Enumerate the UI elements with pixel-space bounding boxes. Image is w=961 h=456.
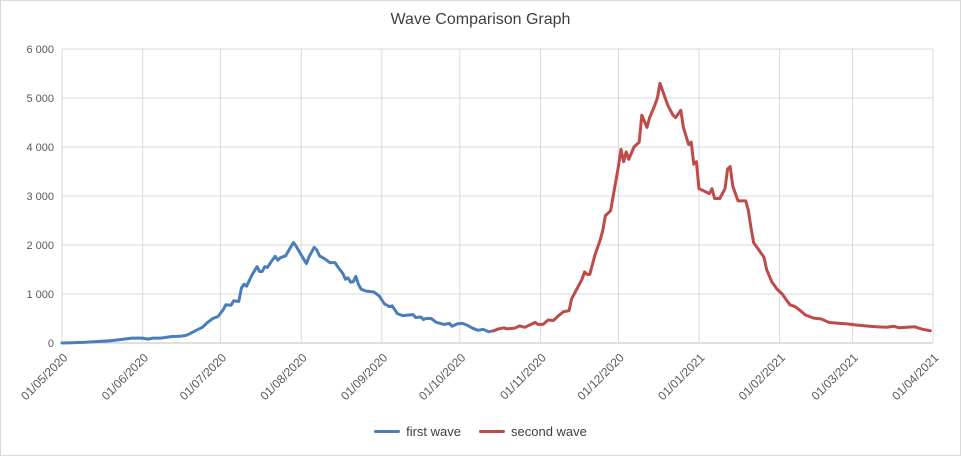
y-tick-label: 0 xyxy=(48,338,54,350)
series-line-first-wave xyxy=(60,241,496,345)
y-tick-label: 6 000 xyxy=(26,44,54,56)
series-lines xyxy=(60,81,932,345)
y-tick-label: 5 000 xyxy=(26,93,54,105)
y-axis-ticks: 0 1 000 2 000 3 000 4 000 5 000 6 000 xyxy=(26,44,54,350)
x-tick-label: 01/07/2020 xyxy=(177,350,230,403)
series-line-second-wave xyxy=(492,81,932,333)
legend-label-first-wave: first wave xyxy=(406,424,461,439)
x-tick-label: 01/01/2021 xyxy=(655,350,708,403)
legend-label-second-wave: second wave xyxy=(511,424,587,439)
y-tick-label: 3 000 xyxy=(26,191,54,203)
legend-item-first-wave: first wave xyxy=(374,424,461,439)
chart-title: Wave Comparison Graph xyxy=(390,11,571,28)
y-tick-label: 2 000 xyxy=(26,240,54,252)
x-tick-label: 01/08/2020 xyxy=(257,350,310,403)
legend-swatch-first-wave xyxy=(374,430,401,433)
gridlines xyxy=(61,48,934,344)
x-tick-label: 01/04/2021 xyxy=(889,350,942,403)
x-tick-label: 01/05/2020 xyxy=(18,350,71,403)
x-tick-label: 01/06/2020 xyxy=(99,350,152,403)
y-tick-label: 4 000 xyxy=(26,142,54,154)
x-tick-label: 01/11/2020 xyxy=(497,350,549,402)
legend-item-second-wave: second wave xyxy=(479,424,587,439)
legend-swatch-second-wave xyxy=(479,430,505,433)
x-tick-label: 01/10/2020 xyxy=(416,350,469,403)
x-tick-label: 01/12/2020 xyxy=(575,350,628,403)
x-tick-label: 01/03/2021 xyxy=(809,350,862,403)
y-tick-label: 1 000 xyxy=(26,289,54,301)
x-axis-ticks: 01/05/2020 01/06/2020 01/07/2020 01/08/2020… xyxy=(18,350,942,403)
x-tick-label: 01/09/2020 xyxy=(338,350,391,403)
x-tick-label: 01/02/2021 xyxy=(736,350,789,403)
legend: first wave second wave xyxy=(0,424,961,439)
